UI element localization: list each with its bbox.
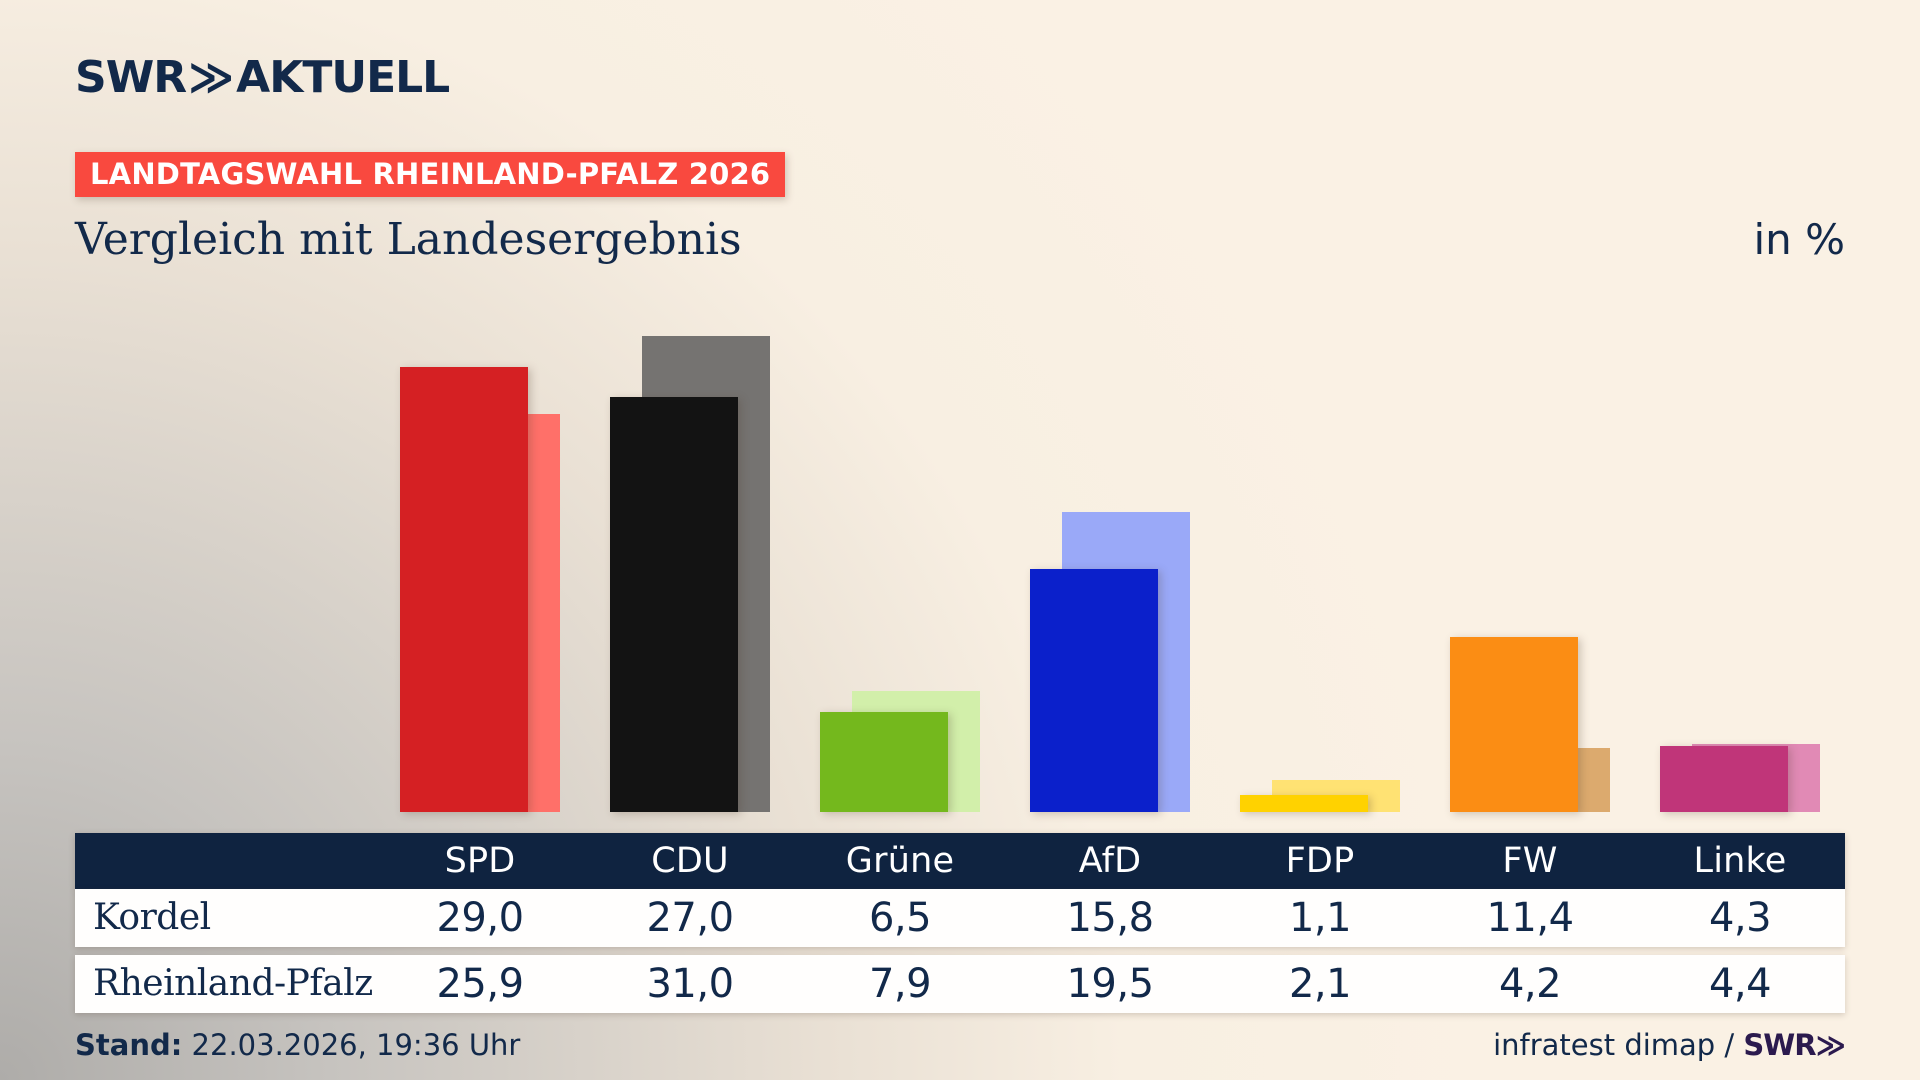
- value-rheinland-pfalz-spd: 25,9: [436, 961, 524, 1007]
- unit-label: in %: [1753, 215, 1845, 264]
- swr-logo-small: SWR≫: [1743, 1028, 1846, 1062]
- bar-kordel-afd: [1030, 569, 1158, 812]
- value-rheinland-pfalz-fw: 4,2: [1498, 961, 1562, 1007]
- bar-kordel-linke: [1660, 745, 1788, 812]
- chart-title: Vergleich mit Landesergebnis: [75, 214, 742, 265]
- row-label-rheinland-pfalz: Rheinland-Pfalz: [93, 963, 373, 1004]
- results-table: SPD CDU Grüne AfD FDP FW Linke Kordel 29,0 27,0 6,…: [75, 833, 1845, 1013]
- value-rheinland-pfalz-linke: 4,4: [1708, 961, 1772, 1007]
- value-kordel-linke: 4,3: [1708, 895, 1772, 941]
- bar-kordel-cdu: [610, 397, 738, 812]
- value-rheinland-pfalz-afd: 19,5: [1066, 961, 1154, 1007]
- bar-kordel-fdp: [1240, 795, 1368, 812]
- swr-aktuell-logo: SWR≫ AKTUELL: [75, 52, 450, 103]
- source-text: infratest dimap /: [1493, 1028, 1735, 1062]
- logo-product: AKTUELL: [236, 52, 450, 103]
- stand-value: 22.03.2026, 19:36 Uhr: [191, 1028, 521, 1062]
- value-rheinland-pfalz-gr-ne: 7,9: [868, 961, 932, 1007]
- bar-kordel-spd: [400, 366, 528, 812]
- source-credit: infratest dimap / SWR≫: [1493, 1028, 1846, 1062]
- stand-label: Stand:: [75, 1028, 183, 1062]
- column-header-gr-ne: Grüne: [845, 841, 955, 881]
- table-row-kordel: Kordel 29,0 27,0 6,5 15,8 1,1 11,4 4,3: [75, 889, 1845, 947]
- table-row-rheinland-pfalz: Rheinland-Pfalz 25,9 31,0 7,9 19,5 2,1 4,2 4,4: [75, 955, 1845, 1013]
- value-rheinland-pfalz-cdu: 31,0: [646, 961, 734, 1007]
- column-header-afd: AfD: [1078, 841, 1142, 881]
- timestamp: Stand: 22.03.2026, 19:36 Uhr: [75, 1028, 520, 1062]
- value-kordel-afd: 15,8: [1066, 895, 1154, 941]
- logo-brand: SWR: [75, 52, 187, 103]
- value-kordel-fw: 11,4: [1486, 895, 1574, 941]
- footer: Stand: 22.03.2026, 19:36 Uhr infratest d…: [75, 1028, 1846, 1062]
- value-kordel-spd: 29,0: [436, 895, 524, 941]
- bar-kordel-fw: [1450, 636, 1578, 812]
- value-kordel-fdp: 1,1: [1288, 895, 1352, 941]
- column-header-fdp: FDP: [1285, 841, 1355, 881]
- table-header-row: SPD CDU Grüne AfD FDP FW Linke: [75, 833, 1845, 889]
- bar-kordel-gr-ne: [820, 712, 948, 812]
- logo-chevron-icon: ≫: [188, 52, 234, 103]
- table-header-spacer: [75, 833, 375, 889]
- column-header-spd: SPD: [444, 841, 516, 881]
- row-label-kordel: Kordel: [93, 897, 211, 938]
- title-row: Vergleich mit Landesergebnis in %: [75, 214, 1845, 265]
- column-header-cdu: CDU: [651, 841, 729, 881]
- value-kordel-cdu: 27,0: [646, 895, 734, 941]
- column-header-fw: FW: [1502, 841, 1558, 881]
- election-badge: LANDTAGSWAHL RHEINLAND-PFALZ 2026: [75, 152, 786, 197]
- value-rheinland-pfalz-fdp: 2,1: [1288, 961, 1352, 1007]
- value-kordel-gr-ne: 6,5: [868, 895, 932, 941]
- column-header-linke: Linke: [1693, 841, 1787, 881]
